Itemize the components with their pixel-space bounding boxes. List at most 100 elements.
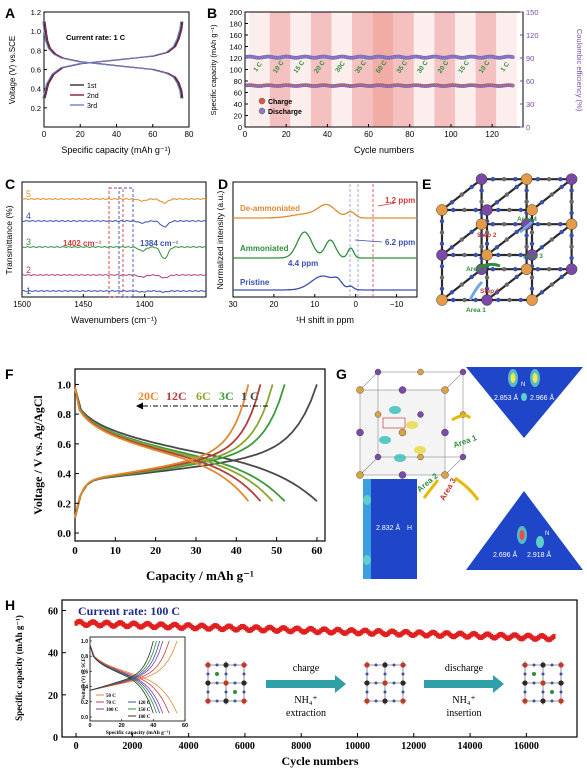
inset-ytick-label: 0.4 [81, 685, 88, 691]
e-atom-small [518, 297, 523, 303]
h-struct-metal [205, 662, 211, 668]
e-atom-small [559, 229, 564, 235]
panel-b-label: B [207, 5, 217, 21]
b-xtick-label: 40 [323, 130, 332, 139]
panel-d: D 30 20 10 0 −10 De-ammoniated Ammoniated Pr… [215, 176, 418, 325]
h-capacity-point [488, 632, 492, 638]
h-capacity-point [243, 624, 247, 631]
h-capacity-point [204, 625, 208, 631]
h-capacity-point [386, 630, 391, 636]
site-area-2: Area 2 [466, 266, 486, 273]
rate-band [352, 12, 373, 127]
h-capacity-point [145, 620, 149, 627]
c-curve [21, 219, 207, 228]
h-capacity-point [130, 621, 134, 627]
h-capacity-point [163, 624, 168, 630]
tri2-distance-2: 2.918 Å [527, 550, 551, 559]
inset-curves: 0 20 40 60 0.0 0.2 0.4 0.6 0.8 1.0 [81, 639, 188, 729]
h-struct-link [392, 681, 396, 685]
h-capacity-point [265, 626, 269, 632]
e-atom-metal [526, 294, 538, 306]
e-atom-small [546, 222, 552, 227]
dashed-box-1402 [108, 187, 124, 298]
h-capacity-point [545, 636, 549, 642]
panel-a-annotation: Current rate: 1 C [66, 33, 126, 42]
h-capacity-point [212, 623, 217, 629]
h-struct-link [206, 690, 210, 694]
h-capacity-point [295, 625, 299, 631]
h-capacity-point [273, 628, 277, 634]
f-ytick-label: 0.8 [57, 409, 71, 421]
e-atom-small [439, 286, 445, 291]
inset-xtick-label: 20 [119, 723, 125, 729]
h-ytick-label: 20 [48, 691, 58, 702]
h-capacity-point [162, 622, 166, 628]
h-capacity-point [251, 625, 255, 631]
h-capacity-point [135, 622, 139, 628]
h-capacity-point [481, 634, 485, 640]
g-area-highlight [382, 417, 406, 429]
e-atom-small [513, 267, 518, 272]
f-charge-curve [74, 384, 250, 519]
e-atom-small [490, 222, 496, 227]
b-ytick-right-label: 90 [526, 54, 534, 63]
h-capacity-point [160, 621, 164, 627]
h-struct-metal [400, 680, 406, 686]
e-atom-metal [526, 249, 538, 261]
h-struct-nh4 [233, 690, 237, 694]
e-atom-small [479, 199, 484, 204]
rate-band [372, 12, 394, 127]
g-metal-atom [417, 411, 424, 418]
h-xtick-label: 2000 [122, 741, 142, 752]
e-atom-small [439, 275, 445, 280]
inset-xlabel: Specific capacity (mAh g⁻¹) [106, 729, 171, 736]
h-capacity-point [511, 632, 515, 638]
inset-legend: 50 C 70 C 100 C 120 C 150 C 180 C [96, 694, 151, 720]
h-capacity-point [324, 626, 328, 633]
g-metal-atom [374, 411, 382, 418]
b-ytick-right-label: 120 [526, 31, 539, 40]
h-capacity-point [422, 632, 426, 638]
h-struct-link [523, 690, 527, 694]
rate-12c: 12C [166, 389, 187, 403]
legend-3rd: 3rd [87, 103, 97, 110]
h-capacity-point [521, 635, 526, 641]
panel-a-label: A [5, 5, 15, 21]
b-xtick-label: 120 [485, 130, 499, 139]
d-xtick-label: 10 [310, 300, 319, 309]
h-struct-link [532, 699, 536, 703]
h-capacity-point [116, 620, 120, 626]
h-struct-metal [364, 680, 370, 686]
e-atom-small [569, 188, 574, 193]
panel-b-xlabel: Cycle numbers [354, 145, 415, 155]
e-migration-arrow [468, 280, 484, 301]
h-capacity-point [491, 635, 495, 641]
curve-label-deammoniated: De-ammoniated [240, 204, 300, 213]
h-struct-link [224, 672, 228, 676]
h-capacity-point [486, 631, 490, 637]
h-capacity-point [523, 634, 527, 640]
e-atom-small [490, 177, 496, 182]
e-atom-metal [520, 218, 533, 230]
rate-band [496, 12, 517, 127]
h-capacity-point [241, 623, 245, 630]
panel-f-axes: 0 10 20 30 40 50 60 0.0 0.2 0.4 0.6 0.8 1.0 [57, 379, 323, 557]
a-ytick-label: 0.8 [31, 46, 41, 55]
e-atom-small [494, 200, 500, 205]
dashed-box-1384 [118, 187, 134, 298]
h-capacity-point [478, 634, 482, 640]
h-capacity-point [532, 636, 536, 642]
e-atom-small [473, 297, 478, 303]
h-capacity-point [361, 628, 365, 634]
h-capacity-point [283, 625, 288, 632]
inset-ytick-label: 0.8 [81, 654, 88, 660]
site-area-3: Area 3 [523, 253, 543, 260]
charge-density-map-area-2: 2.832 Å H [363, 479, 417, 579]
h-capacity-point [444, 630, 448, 636]
h-capacity-point [109, 622, 114, 629]
rate-band [413, 12, 435, 127]
charge-density-map-area-1: 2.853 Å 2.966 Å N [466, 367, 583, 438]
h-struct-link [374, 663, 378, 667]
e-atom-small [479, 244, 484, 249]
h-capacity-point [187, 622, 191, 628]
